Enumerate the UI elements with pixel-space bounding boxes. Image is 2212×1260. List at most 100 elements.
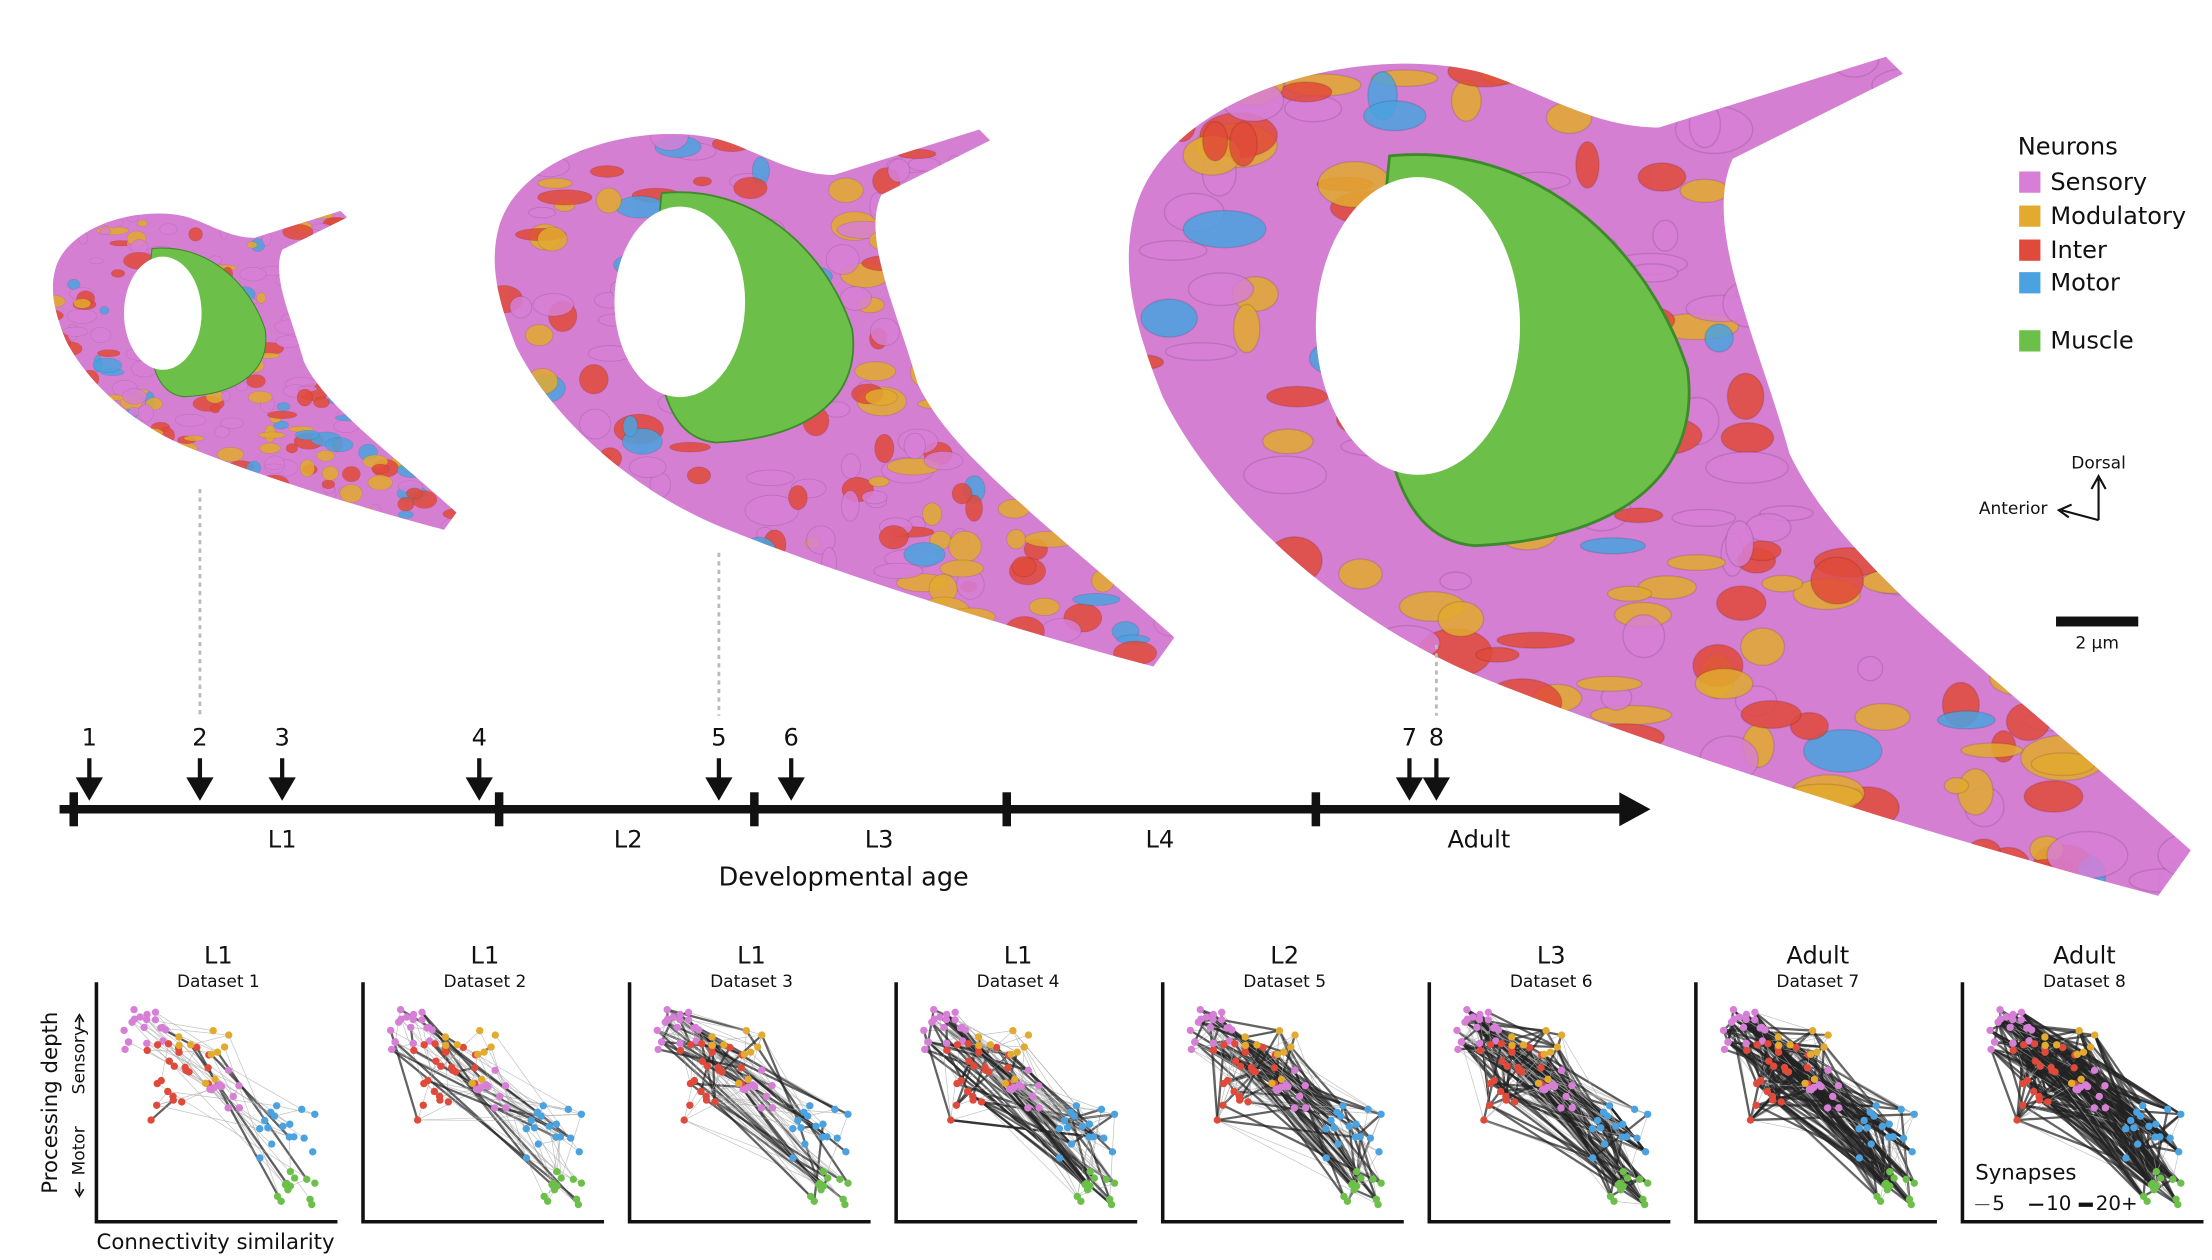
network-node: [708, 1041, 716, 1050]
cell: [1844, 122, 1911, 148]
cell: [578, 454, 601, 473]
network-node: [789, 1154, 797, 1162]
network-node: [2041, 1033, 2049, 1041]
stage-tick: [494, 792, 504, 827]
network-edge: [664, 1022, 681, 1044]
cell: [2128, 868, 2191, 893]
network-node: [1835, 1104, 1843, 1112]
cell: [821, 546, 837, 578]
panel-dataset: Dataset 3: [710, 972, 793, 992]
network-edge: [804, 1143, 824, 1172]
cell: [1373, 624, 1441, 662]
cell: [388, 399, 401, 412]
network-node: [436, 1096, 444, 1104]
cell: [100, 475, 115, 487]
cell: [1006, 529, 1026, 550]
cell: [302, 212, 334, 220]
network-node: [209, 1026, 217, 1035]
cell: [510, 129, 541, 136]
cell: [1679, 178, 1730, 204]
network-edge: [2080, 1078, 2169, 1111]
cell: [175, 413, 207, 427]
network-node: [698, 1057, 707, 1065]
network-node: [1617, 1186, 1625, 1194]
network-node: [2156, 1174, 2165, 1182]
cell: [666, 628, 683, 652]
cell: [342, 240, 373, 260]
cell: [248, 391, 273, 404]
network-node: [522, 1154, 531, 1162]
network-edge: [1290, 1046, 1338, 1113]
network-node: [1863, 1124, 1872, 1132]
network-edge: [210, 1053, 291, 1138]
cell: [1957, 427, 2026, 445]
network-edge: [1739, 1016, 1915, 1115]
network-node: [1774, 1041, 1783, 1050]
network-node: [1463, 1005, 1471, 1014]
cell: [986, 191, 1022, 206]
network-edge: [391, 1048, 507, 1109]
network-node: [2079, 1048, 2088, 1056]
cell: [365, 259, 398, 272]
network-node: [432, 1057, 440, 1065]
cell: [119, 463, 152, 481]
network-node: [1290, 1104, 1299, 1112]
cell: [264, 463, 284, 470]
network-node: [1765, 1057, 1773, 1065]
network-node: [496, 1092, 504, 1101]
network-edge: [1506, 1047, 1530, 1067]
cell: [52, 245, 60, 252]
cell: [369, 504, 382, 520]
stage-tick: [69, 792, 78, 827]
cell: [1682, 56, 1741, 69]
network-node: [169, 1096, 178, 1104]
network-node: [552, 1120, 561, 1128]
network-node: [1035, 1104, 1043, 1112]
cell: [1890, 183, 1958, 231]
legend-swatch: [2019, 171, 2041, 193]
cell: [1232, 303, 1261, 354]
cell: [980, 370, 1003, 390]
cell: [861, 255, 913, 272]
network-edge: [1341, 1105, 1378, 1200]
network-node: [1024, 1031, 1033, 1039]
network-edge: [1501, 1043, 1616, 1127]
cell: [946, 155, 963, 178]
network-node: [1801, 1079, 1809, 1088]
cell: [73, 298, 92, 309]
cell: [67, 367, 80, 377]
network-node: [1259, 1043, 1267, 1052]
cell: [946, 607, 996, 627]
cell: [238, 481, 264, 490]
cell: [183, 435, 205, 442]
cell: [371, 266, 394, 279]
cell: [873, 562, 924, 580]
network-node: [159, 1037, 167, 1045]
network-node: [1453, 1026, 1461, 1035]
network-node: [1457, 1038, 1466, 1046]
network-node: [1206, 1023, 1215, 1032]
cell: [494, 129, 524, 156]
cell: [560, 129, 592, 153]
cell: [444, 262, 457, 280]
cell: [318, 329, 347, 345]
network-edge: [400, 1018, 579, 1205]
cell: [78, 231, 89, 245]
network-edge: [547, 1136, 561, 1202]
network-edge: [1609, 1105, 1644, 1200]
cell: [1671, 508, 1737, 528]
network-node: [708, 1033, 716, 1041]
cell: [575, 634, 607, 657]
network-edge: [1607, 1116, 1624, 1172]
network-node: [1644, 1179, 1652, 1187]
network-node: [720, 1041, 728, 1049]
panel-axes: [894, 982, 1138, 1224]
cell: [518, 439, 572, 469]
cell: [1024, 530, 1078, 548]
network-edge: [2020, 1011, 2157, 1126]
cell: [2036, 379, 2095, 405]
network-node: [1635, 1175, 1644, 1183]
network-node: [425, 1037, 434, 1045]
cell: [1103, 267, 1128, 278]
